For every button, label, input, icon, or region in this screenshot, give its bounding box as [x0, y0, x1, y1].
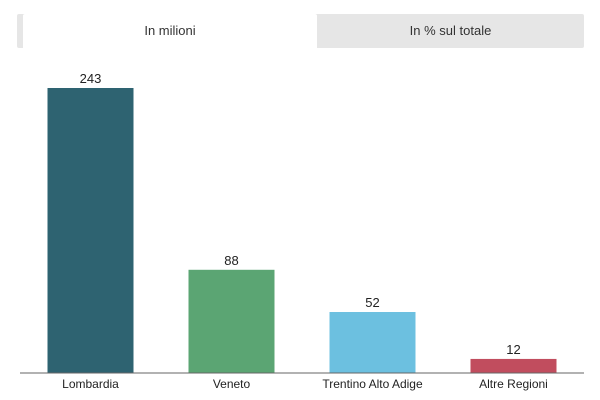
bar-veneto: [188, 269, 275, 373]
category-label: Trentino Alto Adige: [322, 377, 423, 391]
bar-value-label: 243: [80, 71, 102, 86]
category-label: Veneto: [213, 377, 251, 391]
category-label: Lombardia: [62, 377, 119, 391]
tab-bar: In milioni In % sul totale: [17, 14, 584, 49]
bar-trentino-alto-adige: [329, 312, 416, 373]
tab-in-percent-sul-totale[interactable]: In % sul totale: [409, 23, 492, 38]
bar-value-label: 12: [506, 342, 520, 357]
tab-in-milioni[interactable]: In milioni: [23, 14, 317, 49]
bar-altre-regioni: [470, 358, 557, 373]
bar-value-label: 52: [365, 295, 379, 310]
bar-value-label: 88: [224, 253, 238, 268]
bar-lombardia: [47, 88, 134, 373]
category-label: Altre Regioni: [479, 377, 548, 391]
